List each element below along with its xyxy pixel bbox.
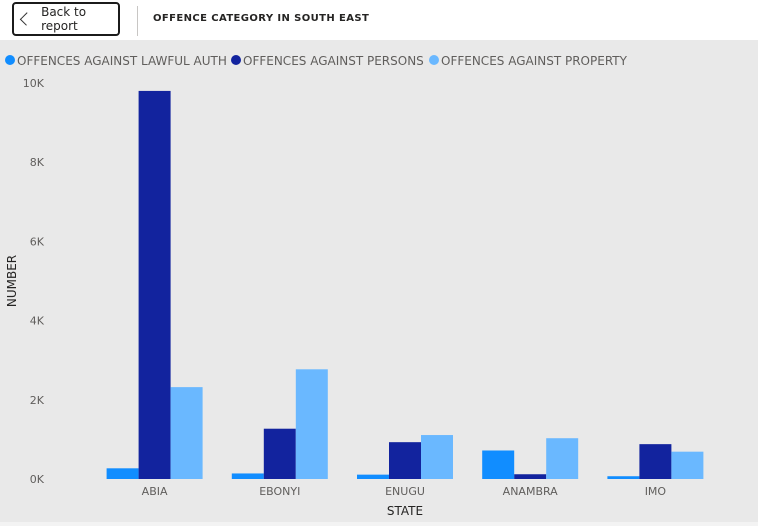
legend-label: OFFENCES AGAINST LAWFUL AUTH: [17, 54, 227, 68]
bar: [357, 474, 389, 479]
bar: [138, 90, 171, 480]
bar-chart: OFFENCES AGAINST LAWFUL AUTH OFFENCES AGA…: [5, 54, 704, 518]
x-tick-label: IMO: [645, 485, 667, 498]
y-tick-label: 2K: [30, 394, 45, 407]
y-tick-label: 8K: [30, 156, 45, 169]
back-to-report-button[interactable]: Back to report: [12, 2, 120, 36]
top-bar: Back to report OFFENCE CATEGORY IN SOUTH…: [0, 0, 758, 40]
x-tick-label: EBONYI: [259, 485, 300, 498]
bar: [295, 369, 328, 479]
bottom-border: [0, 522, 758, 526]
bar: [389, 442, 421, 479]
bar: [482, 450, 515, 479]
bar: [546, 438, 579, 479]
x-tick-label: ANAMBRA: [503, 485, 559, 498]
bar: [170, 387, 203, 479]
legend-marker: [5, 55, 15, 65]
bar: [421, 435, 453, 479]
chart-canvas: OFFENCES AGAINST LAWFUL AUTH OFFENCES AGA…: [0, 40, 758, 522]
y-tick-label: 0K: [30, 473, 45, 486]
chevron-left-icon: [19, 12, 34, 26]
header-divider: [137, 6, 138, 36]
x-axis-title: STATE: [387, 504, 423, 518]
legend-label: OFFENCES AGAINST PERSONS: [243, 54, 424, 68]
bar: [263, 428, 296, 479]
bar: [671, 451, 704, 479]
legend-marker: [429, 55, 439, 65]
y-tick-label: 6K: [30, 235, 45, 248]
legend-label: OFFENCES AGAINST PROPERTY: [441, 54, 628, 68]
legend-marker: [231, 55, 241, 65]
bar: [607, 476, 640, 479]
bar: [639, 444, 672, 479]
x-tick-label: ENUGU: [385, 485, 425, 498]
page-title: OFFENCE CATEGORY IN SOUTH EAST: [153, 13, 370, 24]
bar: [514, 474, 547, 479]
y-tick-label: 4K: [30, 315, 45, 328]
bar: [231, 473, 264, 479]
y-axis-title: NUMBER: [5, 255, 19, 307]
y-tick-label: 10K: [23, 77, 45, 90]
back-button-label: Back to report: [41, 5, 87, 33]
x-tick-label: ABIA: [142, 485, 168, 498]
bar: [106, 468, 139, 479]
